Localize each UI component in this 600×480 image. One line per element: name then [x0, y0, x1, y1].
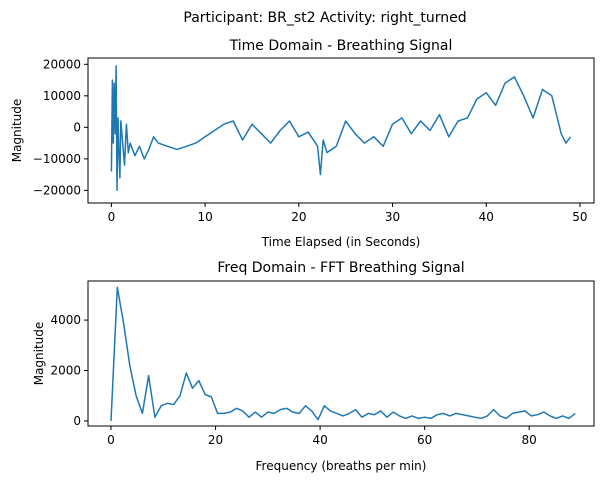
freq-domain-series-layer	[110, 286, 576, 422]
freq-domain-xlabel: Frequency (breaths per min)	[256, 459, 427, 473]
time-domain-xtick-label: 50	[572, 210, 587, 224]
time-domain-axes-frame	[87, 57, 595, 204]
time-domain-ylabel: Magnitude	[10, 99, 24, 163]
freq-domain-series-line	[110, 286, 576, 422]
time-domain-xtick-label: 30	[385, 210, 400, 224]
figure-suptitle: Participant: BR_st2 Activity: right_turn…	[183, 10, 466, 26]
freq-domain-xtick-label: 80	[522, 433, 537, 447]
time-domain-xtick-label: 10	[197, 210, 212, 224]
freq-domain-ticks: 0 20 40 60 80 0 2000 4000	[50, 313, 536, 447]
freq-domain-ytick-label: 0	[73, 414, 81, 428]
time-domain-ytick-label: −10000	[33, 152, 81, 166]
time-domain-ytick-label: 20000	[43, 57, 81, 71]
freq-domain-ytick-label: 4000	[50, 313, 81, 327]
time-domain-plot: Time Domain - Breathing Signal 0 10 20 30 40…	[10, 38, 595, 249]
freq-domain-ytick-label: 2000	[50, 364, 81, 378]
freq-domain-plot: Freq Domain - FFT Breathing Signal 0 20 40…	[32, 260, 595, 473]
time-domain-ytick-label: 10000	[43, 89, 81, 103]
freq-domain-xtick-label: 60	[417, 433, 432, 447]
freq-domain-title: Freq Domain - FFT Breathing Signal	[217, 260, 464, 276]
time-domain-series-line	[110, 65, 572, 192]
freq-domain-ylabel: Magnitude	[32, 322, 46, 386]
freq-domain-xtick-label: 0	[107, 433, 115, 447]
time-domain-ytick-label: 0	[73, 120, 81, 134]
freq-domain-xtick-label: 40	[312, 433, 327, 447]
freq-domain-xtick-label: 20	[208, 433, 223, 447]
time-domain-title: Time Domain - Breathing Signal	[229, 38, 453, 54]
freq-domain-axes-frame	[87, 280, 595, 427]
time-domain-xtick-label: 40	[479, 210, 494, 224]
time-domain-ticks: 0 10 20 30 40 50 −20000 −10000 0 10000 20000	[33, 57, 588, 224]
time-domain-xlabel: Time Elapsed (in Seconds)	[261, 235, 421, 249]
time-domain-series-layer	[110, 65, 572, 192]
time-domain-xtick-label: 0	[108, 210, 116, 224]
time-domain-xtick-label: 20	[291, 210, 306, 224]
time-domain-ytick-label: −20000	[33, 183, 81, 197]
